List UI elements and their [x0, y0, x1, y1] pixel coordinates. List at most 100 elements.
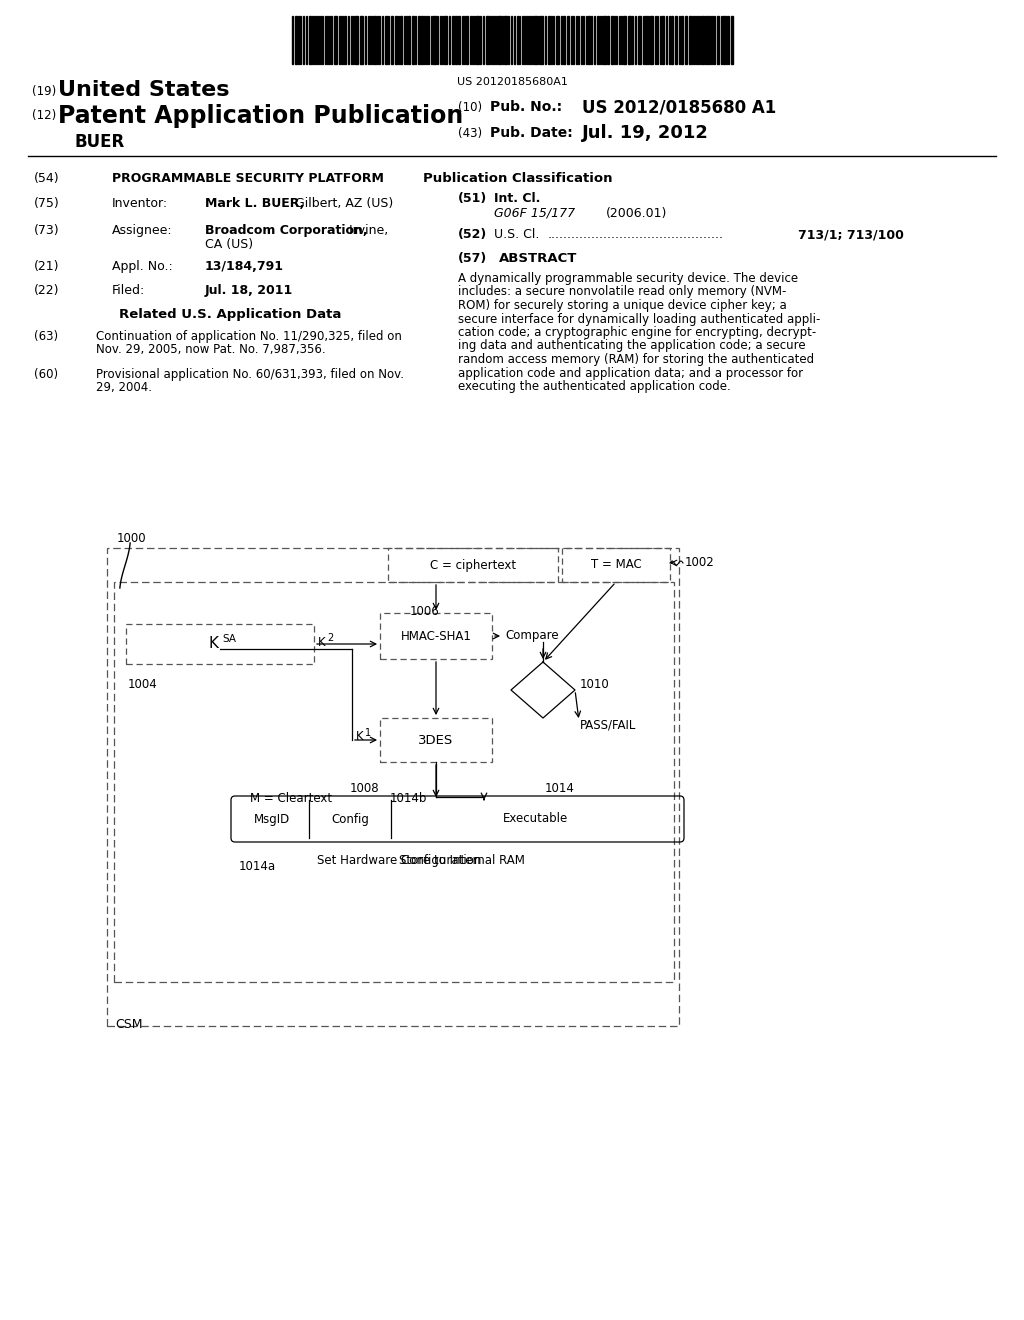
- Bar: [607, 16, 609, 63]
- Text: (54): (54): [34, 172, 59, 185]
- Bar: [444, 16, 447, 63]
- Text: Irvine,: Irvine,: [345, 224, 388, 238]
- Text: Compare: Compare: [505, 630, 559, 643]
- Text: PASS/FAIL: PASS/FAIL: [580, 718, 636, 731]
- Bar: [486, 16, 489, 63]
- Bar: [556, 16, 559, 63]
- Bar: [380, 612, 492, 659]
- Text: U.S. Cl.: U.S. Cl.: [494, 228, 540, 242]
- Text: M = Cleartext: M = Cleartext: [250, 792, 332, 805]
- Text: (19): (19): [32, 86, 56, 99]
- Text: BUER: BUER: [74, 133, 124, 150]
- Text: Mark L. BUER,: Mark L. BUER,: [205, 197, 304, 210]
- Text: 1008: 1008: [350, 781, 380, 795]
- Bar: [662, 16, 664, 63]
- Bar: [455, 16, 457, 63]
- Bar: [380, 718, 492, 762]
- Bar: [126, 624, 314, 664]
- Bar: [675, 16, 677, 63]
- Bar: [563, 16, 565, 63]
- Bar: [408, 16, 410, 63]
- Bar: [623, 16, 626, 63]
- Bar: [106, 548, 679, 1026]
- Text: Set Hardware Configuration: Set Hardware Configuration: [317, 854, 481, 867]
- Bar: [334, 16, 337, 63]
- Bar: [681, 16, 683, 63]
- Text: (73): (73): [34, 224, 59, 238]
- Text: 1004: 1004: [128, 678, 158, 690]
- Bar: [391, 16, 393, 63]
- Text: secure interface for dynamically loading authenticated appli-: secure interface for dynamically loading…: [458, 313, 820, 326]
- Text: (2006.01): (2006.01): [606, 207, 668, 220]
- Text: 1014a: 1014a: [239, 861, 276, 873]
- Bar: [562, 548, 670, 582]
- Bar: [114, 582, 674, 982]
- Text: random access memory (RAM) for storing the authenticated: random access memory (RAM) for storing t…: [458, 352, 814, 366]
- Bar: [395, 16, 397, 63]
- Text: 1000: 1000: [117, 532, 146, 545]
- Bar: [717, 16, 719, 63]
- Text: Publication Classification: Publication Classification: [423, 172, 612, 185]
- Bar: [400, 16, 402, 63]
- Text: Related U.S. Application Data: Related U.S. Application Data: [119, 308, 341, 321]
- Text: (52): (52): [458, 228, 487, 242]
- Text: Executable: Executable: [503, 813, 568, 825]
- Text: Nov. 29, 2005, now Pat. No. 7,987,356.: Nov. 29, 2005, now Pat. No. 7,987,356.: [96, 343, 326, 356]
- Text: (10): (10): [458, 100, 482, 114]
- Text: includes: a secure nonvolatile read only memory (NVM-: includes: a secure nonvolatile read only…: [458, 285, 786, 298]
- Bar: [466, 16, 468, 63]
- Text: 13/184,791: 13/184,791: [205, 260, 284, 273]
- Text: A dynamically programmable security device. The device: A dynamically programmable security devi…: [458, 272, 798, 285]
- Text: Pub. Date:: Pub. Date:: [490, 125, 572, 140]
- Bar: [540, 16, 543, 63]
- Text: HMAC-SHA1: HMAC-SHA1: [400, 630, 471, 643]
- Text: CA (US): CA (US): [205, 238, 253, 251]
- Text: Provisional application No. 60/631,393, filed on Nov.: Provisional application No. 60/631,393, …: [96, 368, 404, 381]
- Bar: [731, 16, 733, 63]
- Bar: [374, 16, 376, 63]
- Bar: [611, 16, 613, 63]
- Bar: [707, 16, 709, 63]
- Bar: [412, 16, 414, 63]
- Bar: [650, 16, 653, 63]
- Bar: [433, 16, 436, 63]
- Text: ABSTRACT: ABSTRACT: [499, 252, 578, 265]
- Text: G06F 15/177: G06F 15/177: [494, 207, 575, 220]
- Bar: [548, 16, 550, 63]
- Text: Jul. 18, 2011: Jul. 18, 2011: [205, 284, 293, 297]
- Text: 1002: 1002: [685, 557, 715, 569]
- Bar: [567, 16, 569, 63]
- Bar: [476, 16, 479, 63]
- Bar: [603, 16, 606, 63]
- Text: (51): (51): [458, 191, 487, 205]
- Bar: [671, 16, 673, 63]
- Text: (63): (63): [34, 330, 58, 343]
- Text: CSM: CSM: [115, 1018, 142, 1031]
- Text: 1006: 1006: [410, 605, 439, 618]
- Text: 1014b: 1014b: [390, 792, 427, 805]
- Text: K: K: [318, 635, 326, 648]
- Bar: [723, 16, 725, 63]
- Text: Filed:: Filed:: [112, 284, 145, 297]
- Text: (21): (21): [34, 260, 59, 273]
- Text: Store to Internal RAM: Store to Internal RAM: [399, 854, 525, 867]
- Text: (75): (75): [34, 197, 59, 210]
- Text: Broadcom Corporation,: Broadcom Corporation,: [205, 224, 368, 238]
- Text: ing data and authenticating the application code; a secure: ing data and authenticating the applicat…: [458, 339, 806, 352]
- Text: ROM) for securely storing a unique device cipher key; a: ROM) for securely storing a unique devic…: [458, 300, 786, 312]
- Bar: [702, 16, 705, 63]
- Text: US 2012/0185680 A1: US 2012/0185680 A1: [582, 98, 776, 116]
- Bar: [355, 16, 358, 63]
- Text: 1010: 1010: [580, 678, 609, 692]
- Text: 2: 2: [327, 634, 333, 643]
- Bar: [628, 16, 631, 63]
- Text: 1014: 1014: [545, 781, 574, 795]
- Text: 713/1; 713/100: 713/1; 713/100: [798, 228, 904, 242]
- Bar: [452, 16, 454, 63]
- Text: Appl. No.:: Appl. No.:: [112, 260, 173, 273]
- Text: application code and application data; and a processor for: application code and application data; a…: [458, 367, 803, 380]
- Text: cation code; a cryptographic engine for encrypting, decrypt-: cation code; a cryptographic engine for …: [458, 326, 816, 339]
- Bar: [498, 16, 501, 63]
- Text: (60): (60): [34, 368, 58, 381]
- Text: K: K: [209, 636, 219, 652]
